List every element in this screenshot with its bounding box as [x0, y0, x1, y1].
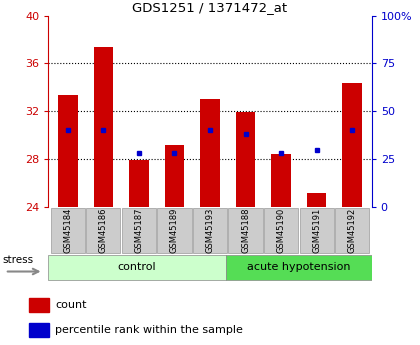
Text: percentile rank within the sample: percentile rank within the sample [55, 325, 243, 335]
Bar [236, 112, 255, 207]
Bar [29, 298, 50, 312]
FancyBboxPatch shape [193, 208, 227, 253]
Text: GSM45190: GSM45190 [277, 208, 286, 253]
Text: GSM45192: GSM45192 [348, 208, 357, 253]
FancyBboxPatch shape [158, 208, 192, 253]
Text: GSM45187: GSM45187 [134, 208, 143, 253]
Text: stress: stress [3, 256, 34, 265]
Bar [200, 99, 220, 207]
Text: count: count [55, 300, 87, 310]
Bar [129, 160, 149, 207]
FancyBboxPatch shape [264, 208, 298, 253]
Bar [307, 193, 326, 207]
Text: GSM45184: GSM45184 [63, 208, 72, 253]
Bar [342, 82, 362, 207]
Text: GSM45188: GSM45188 [241, 208, 250, 253]
FancyBboxPatch shape [48, 255, 226, 280]
Text: control: control [118, 263, 157, 272]
Bar [165, 145, 184, 207]
FancyBboxPatch shape [51, 208, 85, 253]
Text: GSM45193: GSM45193 [205, 208, 215, 253]
FancyBboxPatch shape [299, 208, 333, 253]
FancyBboxPatch shape [226, 255, 372, 280]
FancyBboxPatch shape [228, 208, 262, 253]
Bar [271, 154, 291, 207]
Text: GSM45189: GSM45189 [170, 208, 179, 253]
Bar [29, 323, 50, 337]
FancyBboxPatch shape [335, 208, 369, 253]
Bar [58, 95, 78, 207]
FancyBboxPatch shape [122, 208, 156, 253]
Title: GDS1251 / 1371472_at: GDS1251 / 1371472_at [132, 1, 288, 14]
Text: acute hypotension: acute hypotension [247, 263, 351, 272]
Bar [94, 47, 113, 207]
Text: GSM45191: GSM45191 [312, 208, 321, 253]
Text: GSM45186: GSM45186 [99, 208, 108, 253]
FancyBboxPatch shape [87, 208, 121, 253]
